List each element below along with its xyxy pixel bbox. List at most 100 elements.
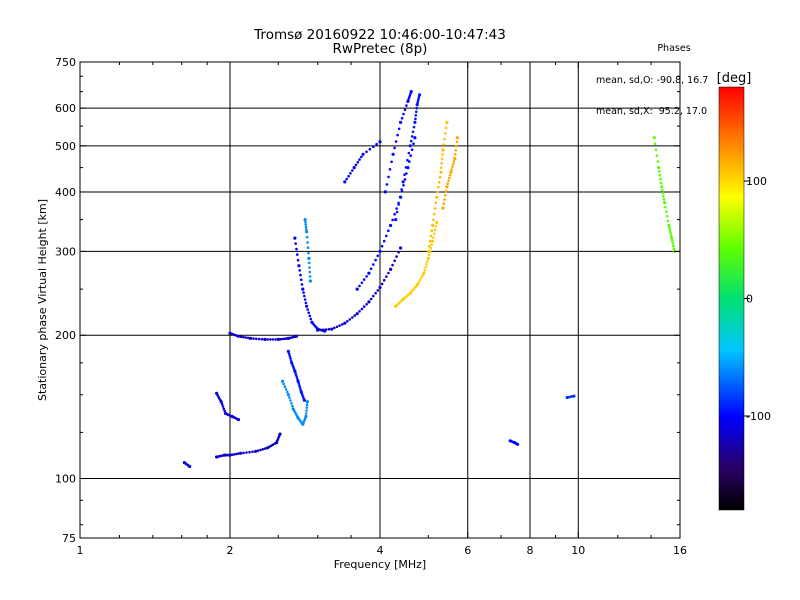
echo-point	[365, 275, 368, 278]
echo-point	[410, 135, 414, 138]
echo-point	[305, 406, 309, 409]
echo-point	[658, 170, 661, 173]
echo-point	[345, 177, 349, 181]
echo-point	[415, 110, 418, 114]
echo-point	[284, 388, 288, 391]
echo-point	[454, 149, 458, 152]
echo-point	[417, 95, 421, 99]
echo-point	[407, 98, 410, 101]
echo-point	[322, 328, 325, 332]
echo-point	[297, 382, 301, 385]
echo-point	[221, 454, 225, 457]
echo-point	[372, 145, 375, 148]
echo-point	[358, 284, 361, 288]
echo-point	[389, 223, 393, 228]
echo-point	[425, 263, 428, 266]
echo-point	[289, 356, 292, 360]
y-tick-label: 500	[55, 140, 76, 153]
x-axis-label: Frequency [MHz]	[334, 558, 426, 571]
echo-point	[374, 291, 377, 295]
echo-point	[426, 249, 430, 253]
echo-point	[397, 203, 400, 206]
echo-point	[305, 403, 309, 407]
chart-title-block: Tromsø 20160922 10:46:00-10:47:43 RwPret…	[180, 28, 580, 56]
echo-point	[308, 279, 312, 283]
echo-point	[408, 160, 411, 163]
echo-point	[407, 293, 411, 296]
echo-point	[230, 453, 234, 457]
echo-point	[356, 161, 360, 164]
echo-point	[360, 155, 363, 159]
echo-point	[333, 326, 336, 330]
echo-point	[435, 220, 439, 225]
echo-point	[395, 207, 398, 210]
echo-point	[424, 266, 428, 269]
y-tick-label: 300	[55, 245, 76, 258]
echo-point	[347, 174, 350, 178]
echo-point	[415, 106, 419, 110]
echo-point	[666, 219, 670, 223]
echo-point	[443, 137, 446, 141]
echo-point	[316, 328, 320, 332]
echo-point	[395, 210, 399, 214]
echo-point	[383, 190, 387, 194]
echo-point	[382, 239, 386, 243]
echo-point	[305, 400, 309, 404]
echo-point	[412, 142, 415, 145]
echo-point	[282, 382, 286, 386]
echo-point	[385, 234, 388, 238]
echo-point	[387, 175, 390, 179]
echo-point	[304, 412, 308, 415]
echo-point	[324, 328, 328, 331]
echo-point	[397, 127, 401, 131]
echo-point	[372, 263, 375, 266]
echo-point	[296, 378, 299, 381]
echo-point	[394, 218, 398, 222]
echo-point	[305, 235, 309, 239]
echo-point	[335, 325, 339, 329]
echo-point	[444, 126, 448, 130]
echo-point	[300, 278, 303, 282]
echo-point	[298, 269, 302, 272]
echo-point	[408, 144, 412, 148]
echo-point	[288, 354, 292, 358]
gridlines	[80, 62, 680, 538]
echo-point	[436, 190, 439, 194]
echo-point	[417, 281, 420, 285]
echo-point	[232, 453, 236, 456]
echo-point	[431, 239, 435, 243]
echo-point	[375, 142, 378, 146]
echo-point	[306, 246, 310, 249]
echo-point	[293, 236, 297, 240]
echo-point	[315, 326, 318, 330]
echo-point	[249, 336, 253, 340]
echo-point	[378, 285, 382, 290]
echo-point	[662, 198, 666, 201]
echo-point	[413, 136, 417, 140]
echo-point	[294, 374, 298, 377]
echo-point	[286, 393, 290, 397]
echo-point	[431, 223, 435, 228]
echo-point	[360, 307, 364, 311]
echo-point	[406, 158, 409, 162]
echo-point	[286, 390, 289, 394]
echo-point	[351, 316, 354, 319]
colorbar-ticks: 100 0 -100	[744, 175, 771, 423]
echo-point	[394, 140, 398, 143]
echo-point	[235, 452, 238, 456]
colorbar-unit-label: [deg]	[717, 71, 752, 86]
echo-point	[665, 215, 669, 218]
echo-point	[338, 324, 341, 327]
echo-point	[412, 125, 416, 129]
echo-point	[665, 210, 668, 213]
echo-point	[448, 173, 452, 177]
echo-point	[660, 188, 664, 192]
echo-point	[305, 409, 308, 412]
echo-point	[571, 395, 574, 398]
echo-point	[428, 239, 432, 243]
y-tick-label: 400	[55, 186, 76, 199]
echo-point	[299, 388, 302, 392]
chart-title: Tromsø 20160922 10:46:00-10:47:43	[254, 27, 506, 43]
colorbar-gradient	[718, 86, 745, 511]
echo-point	[245, 451, 248, 454]
